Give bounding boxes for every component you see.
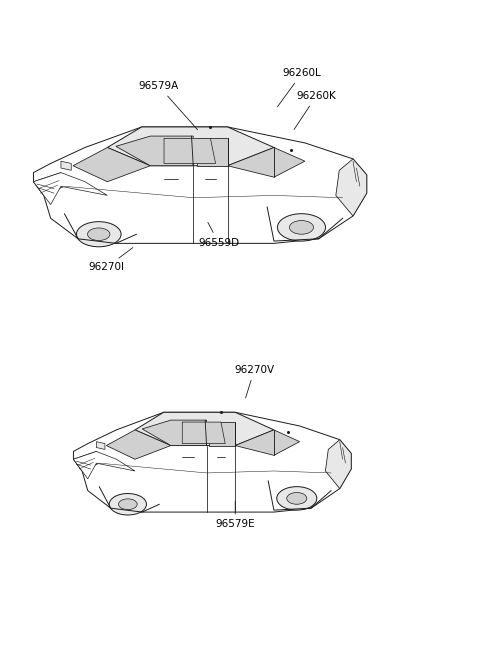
Polygon shape	[116, 136, 193, 166]
Ellipse shape	[87, 228, 110, 240]
Polygon shape	[164, 138, 216, 164]
Polygon shape	[228, 147, 305, 177]
Polygon shape	[61, 161, 71, 170]
Ellipse shape	[287, 493, 307, 504]
Polygon shape	[325, 440, 351, 489]
Polygon shape	[135, 412, 274, 445]
Polygon shape	[142, 420, 206, 445]
Text: 96260K: 96260K	[294, 91, 336, 130]
Polygon shape	[73, 412, 351, 512]
Text: 96270I: 96270I	[88, 248, 133, 272]
Polygon shape	[73, 147, 150, 181]
Polygon shape	[73, 451, 99, 471]
Text: 96260L: 96260L	[277, 68, 322, 107]
Polygon shape	[34, 173, 64, 195]
Polygon shape	[197, 138, 228, 166]
Polygon shape	[182, 422, 225, 443]
Text: 96579E: 96579E	[216, 501, 255, 529]
Ellipse shape	[289, 221, 313, 234]
Text: 96559D: 96559D	[198, 222, 239, 248]
Polygon shape	[209, 422, 235, 445]
Ellipse shape	[277, 214, 325, 241]
Polygon shape	[73, 451, 135, 479]
Polygon shape	[235, 430, 300, 455]
Ellipse shape	[277, 487, 317, 510]
Text: 96579A: 96579A	[139, 81, 198, 130]
Polygon shape	[107, 430, 171, 459]
Ellipse shape	[119, 499, 137, 510]
Ellipse shape	[109, 493, 146, 515]
Ellipse shape	[76, 221, 121, 247]
Text: 96270V: 96270V	[234, 365, 275, 398]
Polygon shape	[96, 441, 105, 449]
Polygon shape	[34, 127, 367, 244]
Polygon shape	[108, 127, 274, 166]
Polygon shape	[34, 173, 108, 204]
Polygon shape	[336, 159, 367, 216]
